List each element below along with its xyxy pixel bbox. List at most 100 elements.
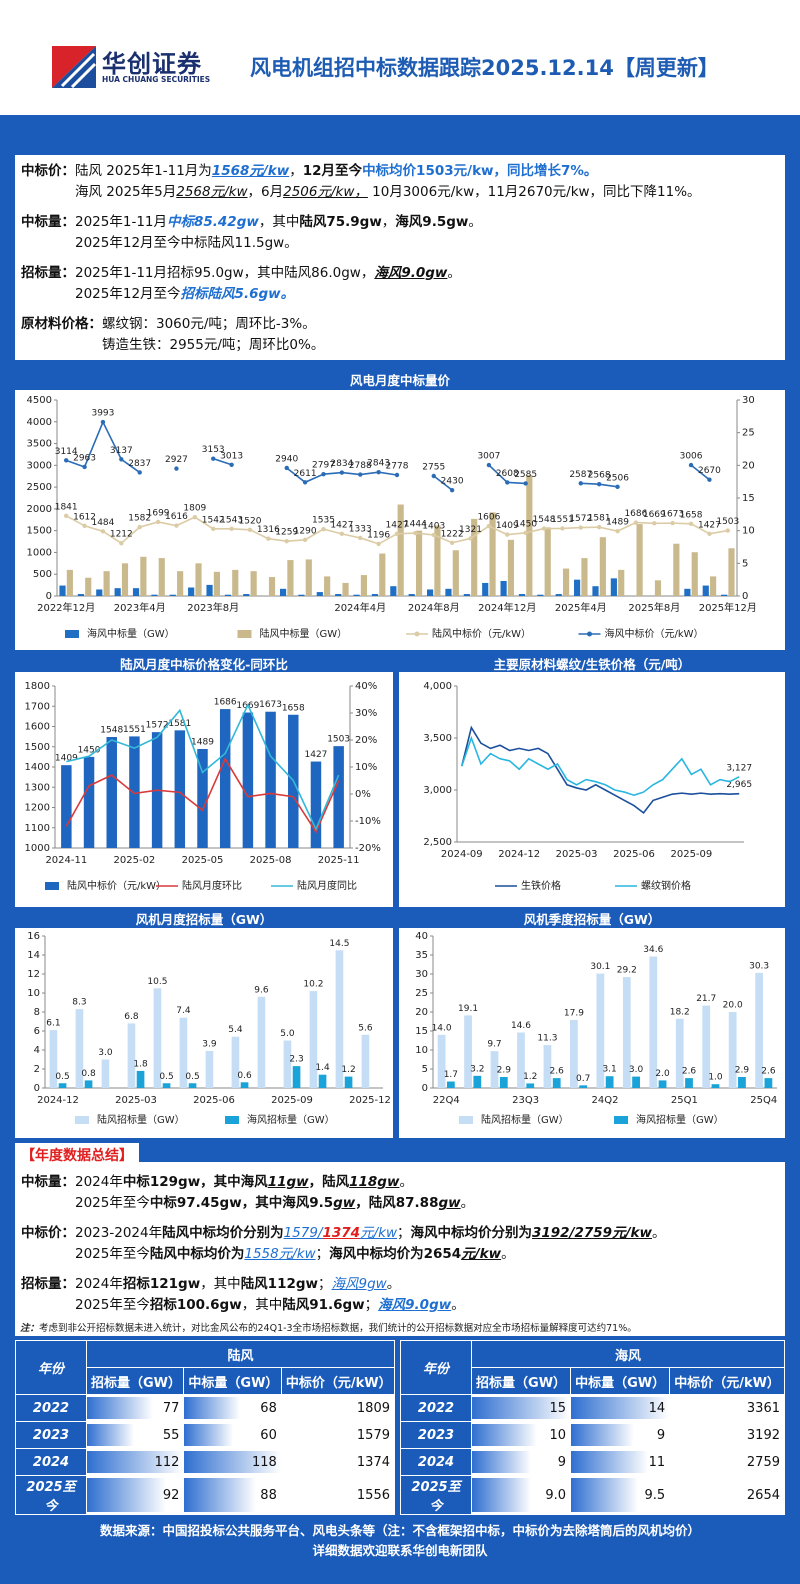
bar — [570, 1019, 578, 1088]
bar — [764, 1078, 773, 1088]
data-label: 1572 — [569, 514, 592, 524]
data-label: 34.6 — [643, 945, 663, 955]
cell-text: 11 — [648, 1454, 666, 1470]
bar — [158, 558, 165, 596]
item-label: 中标量： — [21, 214, 75, 230]
x-tick-label: 2024-12 — [498, 849, 540, 860]
bar — [292, 1066, 301, 1088]
legend-swatch — [45, 882, 59, 890]
text-line: 2024年中标129gw，其中海风11gw，陆风118gw。 — [75, 1172, 474, 1193]
data-bar — [571, 1424, 635, 1446]
data-label: 2608 — [496, 469, 519, 479]
x-tick-label: 2025年4月 — [555, 601, 607, 614]
bar — [471, 518, 478, 596]
item-lines: 陆风 2025年1-11月为1568元/kw，12月至今中标均价1503元/kw… — [75, 161, 701, 203]
marker — [321, 471, 326, 477]
y-tick-label: 5 — [422, 1064, 428, 1075]
marker — [358, 535, 363, 541]
text: 陆风112gw — [240, 1276, 319, 1292]
year-cell: 2025至今 — [400, 1475, 472, 1515]
data-label: 19.1 — [458, 1004, 478, 1014]
y-tick-label: 2 — [34, 1064, 40, 1075]
legend-label: 海风招标量（GW） — [636, 1113, 724, 1126]
note: 注：考虑到非公开招标数据未进入统计，对比金风公布的24Q1-3全市场招标数据，我… — [20, 1320, 637, 1334]
group-header: 海风 — [471, 1340, 785, 1368]
text: 。 — [399, 1174, 413, 1190]
y2-tick-label: 10 — [742, 526, 755, 537]
footer: 详细数据欢迎联系华创电新团队 — [312, 1543, 488, 1558]
bar — [379, 553, 386, 596]
text: 陆风75.9gw — [299, 214, 382, 230]
text: 1568元/kw — [211, 163, 290, 179]
year-cell: 2022 — [400, 1394, 472, 1422]
data-label: 1551 — [123, 725, 146, 735]
legend-label: 陆风月度同比 — [297, 879, 357, 892]
text: 中标均价1503元/kw，同比增长7%。 — [362, 163, 598, 179]
text: ，其中 — [241, 1297, 283, 1313]
marker — [449, 540, 455, 545]
cell-text: 10 — [549, 1427, 567, 1443]
bar — [279, 588, 287, 596]
data-label: 3.2 — [470, 1064, 484, 1074]
cell-text: 112 — [154, 1454, 180, 1470]
legend-label: 陆风中标价（元/kW） — [67, 879, 166, 892]
x-tick-label: 2025-03 — [556, 849, 598, 860]
marker — [633, 520, 639, 525]
x-tick-label: 2024-12 — [37, 1095, 79, 1106]
text-line: 2025年12月至今招标陆风5.6gw。 — [75, 284, 461, 305]
text: 招标100.6gw — [149, 1297, 242, 1313]
bar — [426, 589, 434, 596]
marker — [100, 419, 106, 425]
text: 。 — [386, 1276, 401, 1292]
data-label: 2834 — [330, 459, 353, 469]
bar — [738, 1076, 746, 1088]
text: 2025年1-11月为 — [102, 163, 212, 179]
data-label: 9.7 — [487, 1040, 501, 1050]
bar — [162, 1083, 171, 1088]
data-label: 1658 — [282, 703, 305, 713]
x-tick-label: 25Q4 — [750, 1095, 777, 1106]
data-table: 年份 海风 招标量（GW） 中标量（GW） 中标价（元/kW） 2022 15 14 3361 2… — [400, 1340, 785, 1515]
y-tick-label: 1500 — [27, 526, 52, 537]
data-label: 3,127 — [726, 763, 752, 773]
marker — [266, 536, 271, 541]
bar — [75, 1009, 84, 1088]
y2-tick-label: 10% — [355, 762, 377, 773]
data-label: 1503 — [327, 735, 350, 745]
item-lines: 螺纹钢：3060元/吨；周环比-3%。 铸造生铁：2955元/吨；周环比0%。 — [102, 314, 324, 356]
header: 华创证券 HUA CHUANG SECURITIES 风电机组招中标数据跟踪20… — [0, 0, 800, 115]
text: 元/kw — [461, 1246, 502, 1262]
data-label: 1551 — [551, 515, 574, 525]
column-header: 招标量（GW） — [470, 1367, 572, 1395]
text: ； — [315, 1246, 330, 1262]
x-tick-label: 2024年12月 — [478, 601, 536, 614]
text: 12月至今 — [302, 163, 363, 179]
y2-tick-label: 40% — [355, 681, 377, 692]
data-label: 29.2 — [617, 966, 637, 976]
bar — [489, 512, 496, 596]
bar — [517, 1032, 525, 1088]
summary-item: 原材料价格： 螺纹钢：3060元/吨；周环比-3%。 铸造生铁：2955元/吨；周环… — [21, 314, 779, 356]
x-tick-label: 23Q3 — [512, 1095, 539, 1106]
y2-tick-label: 20% — [355, 735, 377, 746]
data-label: 1290 — [294, 526, 317, 536]
text-line: 海风 2025年5月2568元/kw，6月2506元/kw， 10月3006元/… — [75, 182, 701, 203]
bar — [500, 580, 507, 596]
text-line: 2025年至今中标97.45gw，其中海风9.5gw，陆风87.88gw。 — [75, 1193, 474, 1214]
chart: 0 500 1000 1500 2000 2500 3000 3500 4000 4500 0 5 10… — [15, 390, 785, 650]
text: 2025年至今 — [75, 1297, 150, 1313]
data-label: 1450 — [78, 745, 101, 755]
data-bar — [184, 1397, 240, 1419]
bar — [537, 594, 544, 596]
legend-label: 陆风中标量（GW） — [260, 627, 348, 640]
bar — [257, 996, 266, 1088]
value-cell: 55 — [85, 1421, 185, 1449]
column-header: 招标量（GW） — [85, 1367, 185, 1395]
marker — [413, 530, 418, 536]
bar — [596, 973, 605, 1088]
year-header: 年份 — [15, 1340, 87, 1395]
bar — [335, 950, 344, 1088]
year-header: 年份 — [400, 1340, 472, 1395]
data-label: 2940 — [275, 454, 298, 464]
